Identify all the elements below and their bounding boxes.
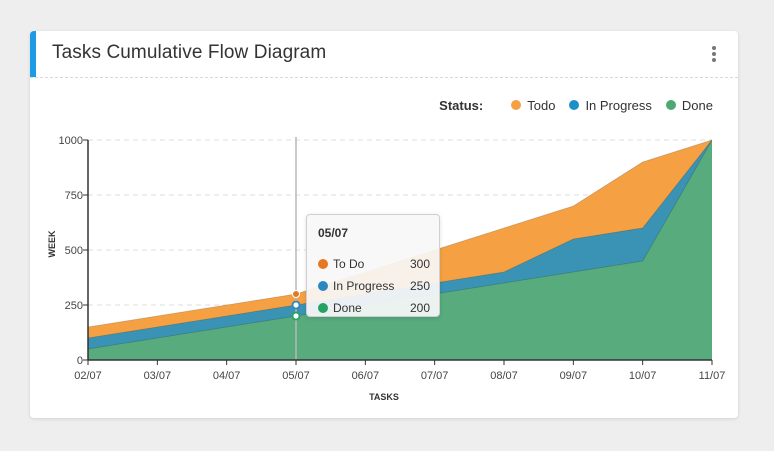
x-axis-title: TASKS	[369, 392, 399, 402]
hover-marker-in-progress	[291, 300, 301, 310]
legend-marker-done	[665, 100, 676, 110]
tooltip-value-todo: 300	[409, 257, 430, 271]
x-tick-label: 06/07	[352, 370, 380, 382]
legend-item-todo[interactable]: Todo	[511, 98, 555, 113]
tooltip-value-done: 200	[409, 301, 430, 315]
y-axis-title: WEEK	[47, 230, 57, 258]
legend-marker-todo	[511, 100, 522, 110]
tooltip-row-in-progress: In Progress 250	[318, 279, 430, 293]
legend-item-done[interactable]: Done	[665, 97, 713, 113]
x-tick-label: 11/07	[699, 370, 726, 382]
x-tick-label: 10/07	[629, 370, 657, 382]
tooltip-marker-done	[318, 303, 328, 313]
tooltip-row-done: Done 200	[318, 301, 430, 315]
hover-marker-todo	[292, 290, 300, 298]
legend-title: Status:	[439, 97, 484, 113]
y-tick-label: 250	[65, 300, 83, 312]
x-tick-label: 08/07	[490, 370, 518, 382]
hover-marker-done	[291, 311, 301, 321]
y-tick-label: 0	[77, 355, 83, 367]
card-header: Tasks Cumulative Flow Diagram	[30, 31, 738, 78]
legend-label-done: Done	[681, 97, 713, 113]
tooltip-marker-in-progress	[318, 281, 328, 291]
tooltip-row-todo: To Do 300	[318, 257, 430, 271]
tooltip-label-todo: To Do	[333, 257, 365, 271]
y-tick-label: 1000	[59, 135, 83, 147]
x-tick-label: 03/07	[144, 370, 172, 382]
legend-label-todo: Todo	[527, 97, 556, 113]
legend-item-in-progress[interactable]: In Progress	[569, 97, 652, 113]
tooltip-title: 05/07	[318, 226, 349, 240]
legend-label-in-progress: In Progress	[585, 97, 652, 113]
chart-tooltip: 05/07 To Do 300 In Progress 250 Done 200	[306, 214, 440, 317]
y-tick-label: 750	[65, 190, 83, 202]
x-tick-label: 02/07	[74, 370, 102, 382]
card-accent-bar	[30, 31, 36, 77]
x-tick-label: 05/07	[282, 370, 310, 382]
tooltip-value-in-progress: 250	[409, 279, 430, 293]
x-tick-label: 04/07	[213, 370, 241, 382]
area-done	[88, 140, 712, 360]
card-title: Tasks Cumulative Flow Diagram	[52, 42, 327, 63]
tooltip-marker-todo	[318, 259, 328, 269]
chart-card: Tasks Cumulative Flow Diagram Status: To…	[30, 31, 738, 418]
tooltip-label-in-progress: In Progress	[333, 279, 395, 293]
x-tick-label: 09/07	[560, 370, 588, 382]
legend-marker-in-progress	[569, 100, 580, 110]
x-tick-label: 07/07	[421, 370, 449, 382]
y-tick-label: 500	[65, 245, 83, 257]
chart-legend: Status: Todo In Progress Done	[439, 97, 713, 113]
tooltip-label-done: Done	[333, 301, 362, 315]
more-options-icon[interactable]	[708, 44, 720, 64]
